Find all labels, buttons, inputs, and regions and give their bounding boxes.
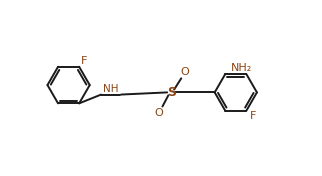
Text: S: S [167,86,176,99]
Text: F: F [81,56,88,67]
Text: NH₂: NH₂ [231,63,252,73]
Text: O: O [181,67,189,77]
Text: O: O [154,108,163,118]
Text: NH: NH [103,84,119,94]
Text: F: F [250,111,256,121]
